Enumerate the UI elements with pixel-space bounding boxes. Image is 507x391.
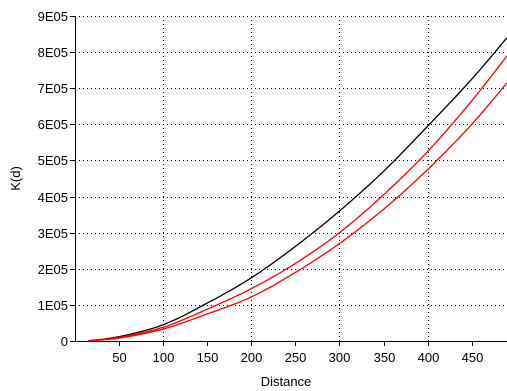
grid <box>75 16 507 341</box>
x-tick-label-1: 100 <box>153 350 175 365</box>
x-tick-label-7: 400 <box>418 350 440 365</box>
y-tick-label-6: 6E05 <box>38 117 68 132</box>
y-tick-label-4: 4E05 <box>38 190 68 205</box>
y-tick-label-1: 1E05 <box>38 298 68 313</box>
y-tick-label-9: 9E05 <box>38 9 68 24</box>
axes <box>70 16 507 346</box>
series-line-1 <box>88 55 507 342</box>
x-tick-label-3: 200 <box>241 350 263 365</box>
y-tick-label-3: 3E05 <box>38 226 68 241</box>
series-line-0 <box>88 37 507 342</box>
x-tick-label-2: 150 <box>197 350 219 365</box>
y-tick-label-8: 8E05 <box>38 45 68 60</box>
x-tick-label-5: 300 <box>329 350 351 365</box>
x-tick-label-8: 450 <box>462 350 484 365</box>
x-tick-label-6: 350 <box>374 350 396 365</box>
y-tick-label-2: 2E05 <box>38 262 68 277</box>
x-axis-title: Distance <box>261 374 312 389</box>
y-tick-label-0: 0 <box>61 334 68 349</box>
series-lines <box>88 37 507 342</box>
series-line-2 <box>88 82 507 342</box>
y-tick-label-7: 7E05 <box>38 81 68 96</box>
y-axis-title: K(d) <box>8 166 23 191</box>
y-tick-labels: 0 1E05 2E05 3E05 4E05 5E05 6E05 7E05 8E05 9E05 <box>38 9 68 349</box>
x-tick-label-4: 250 <box>285 350 307 365</box>
x-tick-label-0: 50 <box>112 350 126 365</box>
x-tick-labels: 50 100 150 200 250 300 350 400 450 <box>112 350 483 365</box>
y-tick-label-5: 5E05 <box>38 153 68 168</box>
